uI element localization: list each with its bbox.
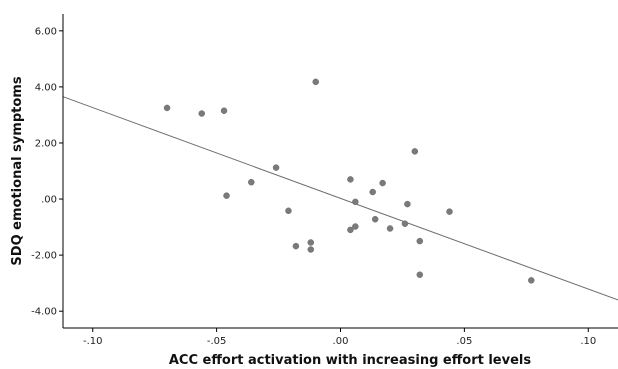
- y-tick-label: -2.00: [31, 251, 57, 262]
- data-point: [386, 225, 394, 232]
- y-axis-ticks: -4.00 -2.00 .00 2.00 4.00 6.00: [31, 26, 63, 318]
- data-point: [416, 237, 424, 245]
- y-tick-label: 6.00: [35, 26, 57, 37]
- x-tick-label: .00: [333, 336, 349, 347]
- data-point: [198, 110, 205, 117]
- data-point: [163, 104, 171, 112]
- data-point: [347, 176, 354, 183]
- data-point: [416, 271, 424, 278]
- data-point: [285, 207, 292, 215]
- data-point: [292, 242, 300, 250]
- data-point: [352, 223, 359, 230]
- data-point: [411, 148, 419, 155]
- x-tick-label: -.10: [83, 336, 103, 347]
- y-tick-label: -4.00: [31, 307, 57, 318]
- data-point: [312, 78, 319, 86]
- data-point: [369, 188, 376, 196]
- fit-line: [62, 96, 618, 301]
- x-axis-ticks: -.10 -.05 .00 .05 .10: [83, 328, 596, 347]
- data-point: [379, 179, 386, 187]
- x-tick-label: -.05: [207, 336, 227, 347]
- data-point: [371, 215, 379, 223]
- y-tick-label: .00: [41, 195, 57, 206]
- data-point: [248, 178, 255, 186]
- data-point: [223, 192, 230, 199]
- data-point: [528, 277, 535, 284]
- y-axis-title: SDQ emotional symptoms: [10, 76, 25, 265]
- data-point: [307, 246, 315, 253]
- y-tick-label: 4.00: [35, 82, 57, 93]
- data-point: [401, 220, 409, 227]
- x-tick-label: .10: [580, 336, 596, 347]
- data-point: [272, 164, 280, 171]
- x-axis-title: ACC effort activation with increasing ef…: [169, 353, 531, 368]
- data-point: [307, 239, 315, 246]
- data-point: [220, 107, 228, 114]
- plot-area: [62, 78, 618, 301]
- x-tick-label: .05: [456, 336, 472, 347]
- data-point: [446, 208, 453, 215]
- data-point: [404, 200, 411, 208]
- data-point: [347, 226, 354, 234]
- data-point: [352, 198, 359, 206]
- y-tick-label: 2.00: [35, 138, 57, 149]
